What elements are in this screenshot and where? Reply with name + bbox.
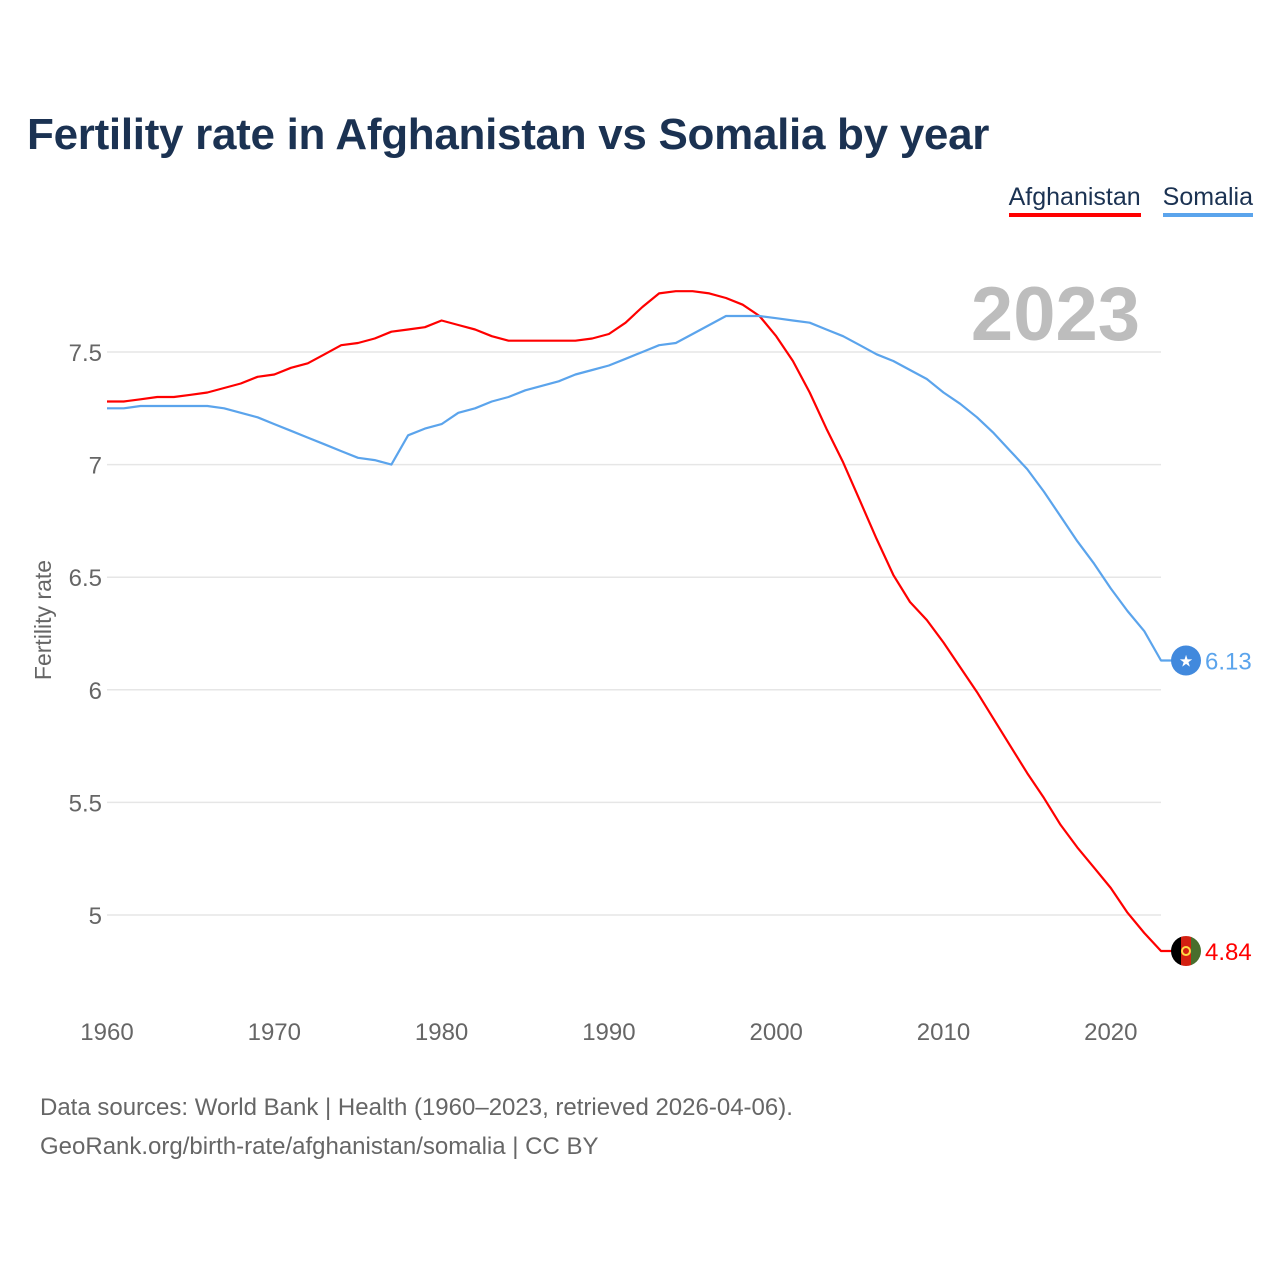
year-badge: 2023: [971, 272, 1140, 357]
series-line-afghanistan: [107, 290, 1172, 953]
x-tick-label: 2020: [1084, 1019, 1137, 1046]
end-value-label: 6.13: [1205, 649, 1252, 676]
x-tick-label: 2010: [917, 1019, 970, 1046]
y-tick-label: 6: [89, 678, 102, 705]
legend: Afghanistan Somalia: [1008, 183, 1253, 217]
end-value-label: 4.84: [1205, 939, 1252, 966]
y-axis-label: Fertility rate: [30, 560, 56, 680]
star-icon: ★: [1179, 654, 1193, 671]
afghanistan-flag-icon: [1171, 936, 1201, 967]
y-tick-label: 7: [89, 453, 102, 480]
somalia-flag-icon: [1171, 645, 1201, 676]
x-tick-label: 1960: [80, 1019, 133, 1046]
series-line-somalia: [107, 314, 1172, 662]
y-tick-label: 6.5: [69, 565, 102, 592]
x-tick-label: 2000: [750, 1019, 803, 1046]
x-tick-label: 1980: [415, 1019, 468, 1046]
attribution: GeoRank.org/birth-rate/afghanistan/somal…: [40, 1133, 599, 1160]
y-tick-label: 5: [89, 903, 102, 930]
x-tick-label: 1970: [248, 1019, 301, 1046]
legend-afghanistan[interactable]: Afghanistan: [1008, 183, 1141, 217]
data-source: Data sources: World Bank | Health (1960–…: [40, 1094, 793, 1121]
footer: Data sources: World Bank | Health (1960–…: [40, 1088, 793, 1166]
y-tick-label: 5.5: [69, 790, 102, 817]
x-tick-label: 1990: [582, 1019, 635, 1046]
y-tick-label: 7.5: [69, 340, 102, 367]
legend-somalia[interactable]: Somalia: [1162, 183, 1253, 217]
chart-title: Fertility rate in Afghanistan vs Somalia…: [27, 110, 990, 159]
